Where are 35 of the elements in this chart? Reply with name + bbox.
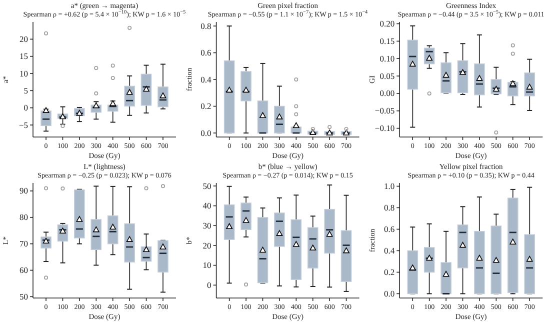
- y-tick-label: 0.6: [384, 224, 395, 234]
- y-tick-label: 90: [20, 186, 28, 196]
- y-tick-label: 0.15: [380, 36, 395, 46]
- y-tick-label: 1.0: [384, 181, 395, 192]
- y-tick-label: 0.0: [200, 128, 212, 138]
- y-tick-label: 40: [202, 200, 212, 211]
- y-tick-label: 30: [202, 220, 212, 230]
- y-tick-label: 0: [207, 280, 212, 290]
- y-tick-label: 50: [20, 291, 28, 302]
- y-tick-label: 0.8: [384, 202, 395, 213]
- y-tick-label: 5: [24, 85, 28, 96]
- y-tick-label: 0.2: [384, 267, 395, 278]
- y-tick-label: 0.00: [380, 88, 395, 98]
- y-tick-label: 0.2: [200, 101, 212, 112]
- y-tick-label: 70: [20, 238, 28, 249]
- y-tick-label: −0.05: [374, 106, 395, 116]
- y-tick-label: −0.10: [374, 123, 395, 134]
- y-tick-label: 10: [20, 68, 28, 78]
- y-tick-label: 10: [202, 260, 212, 270]
- y-tick-label: 50: [202, 180, 212, 191]
- y-tick-label: 0.10: [380, 53, 395, 64]
- y-tick-label: 0.0: [384, 288, 395, 299]
- y-tick-label: −5: [18, 120, 28, 130]
- y-tick-label: 0.6: [200, 48, 212, 58]
- y-tick-label: 15: [20, 51, 28, 62]
- y-tick-label: 0: [24, 102, 28, 113]
- y-tick-label: 0.4: [384, 246, 396, 256]
- y-tick-label: 80: [20, 212, 28, 222]
- y-tick-label: 0.8: [200, 20, 212, 31]
- y-tick-label: 0.20: [380, 18, 395, 29]
- y-tick-label: 0.05: [380, 70, 395, 81]
- y-tick-label: 0.4: [200, 74, 212, 84]
- y-tick-label: 20: [20, 34, 28, 44]
- y-tick-label: 60: [20, 265, 28, 276]
- y-tick-label: 20: [202, 240, 212, 250]
